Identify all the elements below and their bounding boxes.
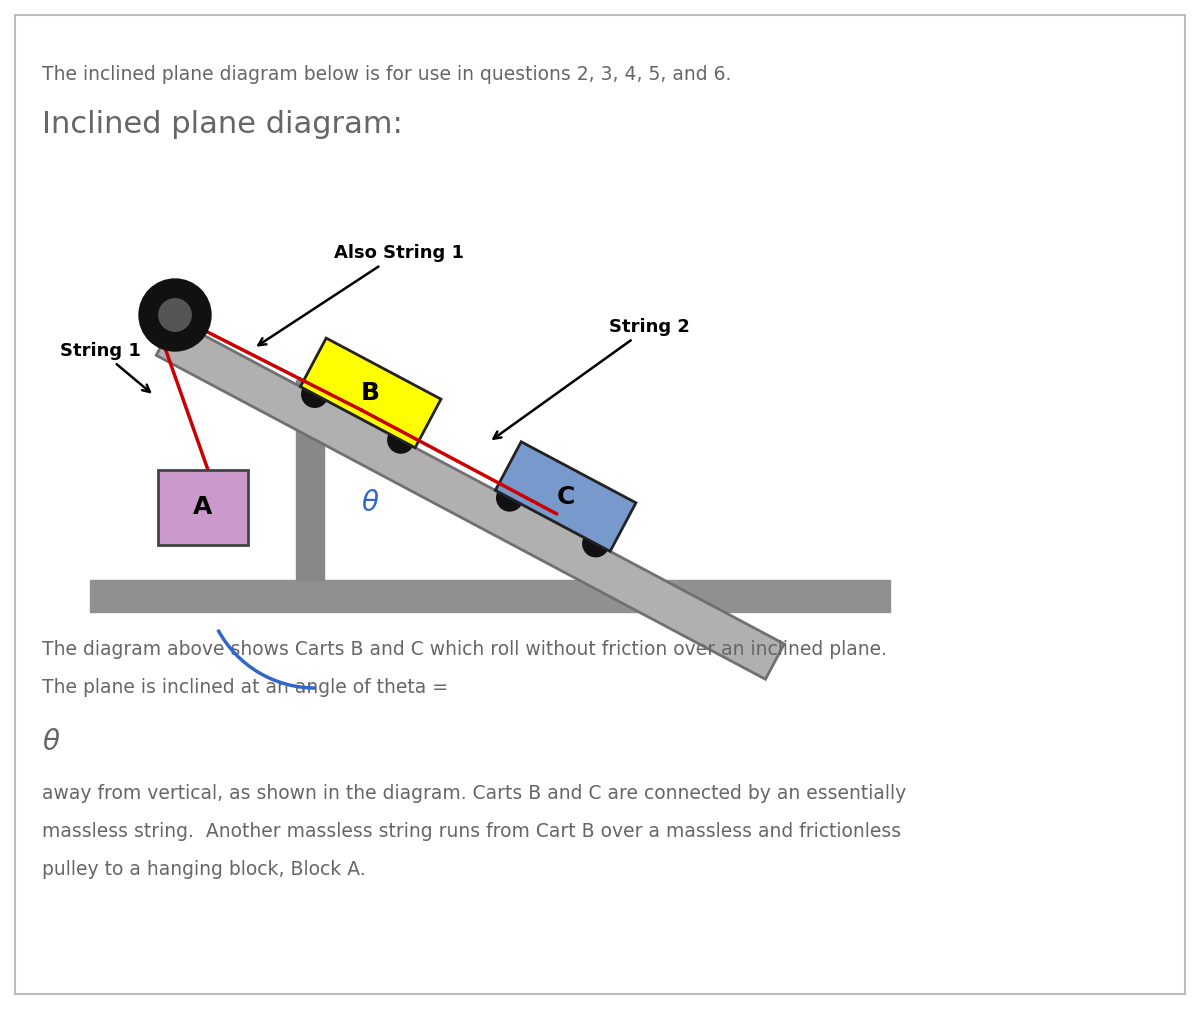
Circle shape	[158, 299, 191, 331]
Text: C: C	[557, 484, 575, 509]
Text: The plane is inclined at an angle of theta =: The plane is inclined at an angle of the…	[42, 678, 448, 697]
Text: $\theta$: $\theta$	[361, 489, 379, 517]
Polygon shape	[300, 338, 440, 448]
Circle shape	[497, 485, 523, 511]
Bar	[90, 580, 890, 612]
Polygon shape	[496, 442, 636, 551]
Text: Inclined plane diagram:: Inclined plane diagram:	[42, 110, 403, 139]
Text: The diagram above shows Carts B and C which roll without friction over an inclin: The diagram above shows Carts B and C wh…	[42, 640, 887, 659]
Text: B: B	[361, 381, 380, 405]
Text: A: A	[193, 495, 212, 520]
Circle shape	[583, 531, 608, 557]
Text: $\theta$: $\theta$	[42, 728, 60, 756]
Text: massless string.  Another massless string runs from Cart B over a massless and f: massless string. Another massless string…	[42, 822, 901, 840]
Text: The inclined plane diagram below is for use in questions 2, 3, 4, 5, and 6.: The inclined plane diagram below is for …	[42, 65, 731, 84]
Bar	[296, 380, 324, 580]
Text: away from vertical, as shown in the diagram. Carts B and C are connected by an e: away from vertical, as shown in the diag…	[42, 784, 906, 803]
Text: pulley to a hanging block, Block A.: pulley to a hanging block, Block A.	[42, 860, 366, 879]
Text: Also String 1: Also String 1	[258, 244, 463, 345]
Bar	[158, 470, 248, 545]
Text: String 2: String 2	[493, 318, 690, 439]
Circle shape	[301, 381, 328, 408]
Polygon shape	[156, 320, 785, 679]
Circle shape	[139, 279, 211, 351]
Circle shape	[388, 427, 414, 453]
Text: String 1: String 1	[60, 342, 150, 393]
